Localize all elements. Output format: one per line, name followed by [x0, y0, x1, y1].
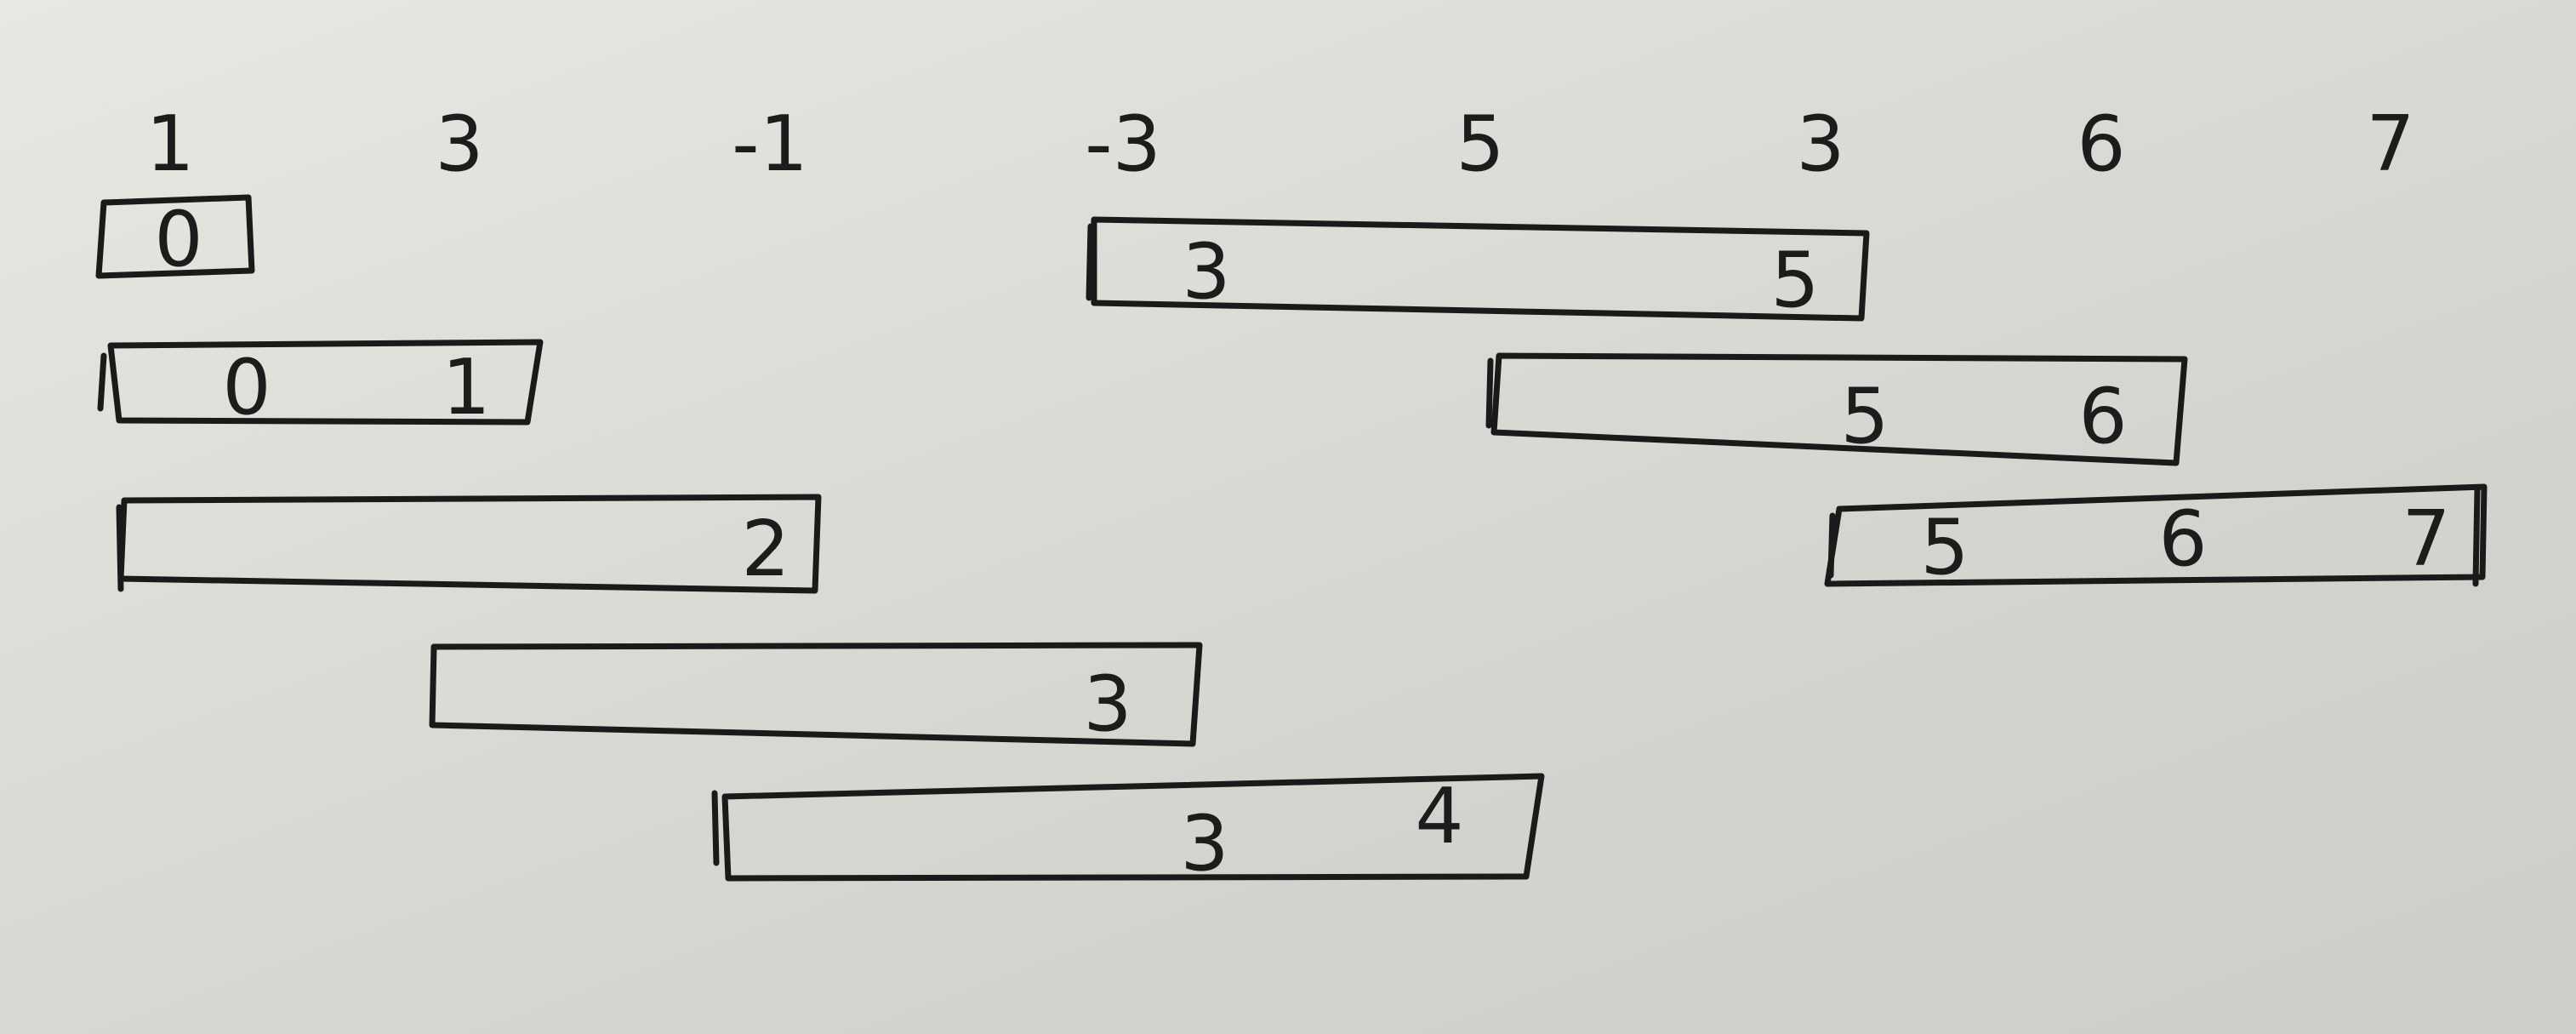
array-value: 3 — [435, 100, 483, 189]
window-index: 6 — [2158, 494, 2207, 584]
window-index: 3 — [1180, 799, 1228, 888]
array-value: 7 — [2366, 100, 2414, 189]
window-outline — [721, 773, 1545, 882]
array-value: 6 — [2077, 100, 2125, 189]
window-index: 4 — [1415, 772, 1463, 861]
window-box: 3 5 — [1086, 216, 1870, 325]
window-tick — [116, 504, 124, 592]
array-value: -3 — [1085, 100, 1161, 189]
window-tick — [1086, 223, 1094, 301]
window-outline — [107, 339, 544, 426]
array-values-row: 1 3 -1 -3 5 3 6 7 — [145, 100, 2414, 189]
window-index: 7 — [2402, 494, 2450, 584]
window-outline — [429, 642, 1203, 747]
window-tick — [1827, 512, 1836, 579]
window-outline — [117, 494, 822, 594]
array-value: 1 — [145, 100, 194, 189]
window-index: 2 — [741, 505, 789, 594]
window-box: 2 — [116, 494, 822, 594]
window-box: 5 6 — [1485, 352, 2188, 466]
array-value: 3 — [1796, 100, 1844, 189]
window-outline — [1091, 216, 1870, 322]
window-tick — [2472, 485, 2481, 587]
window-index: 5 — [1770, 236, 1819, 325]
window-box: 3 4 — [711, 772, 1545, 888]
window-index: 3 — [1083, 660, 1131, 749]
window-outline — [1490, 352, 2188, 466]
window-box: 0 — [95, 194, 255, 284]
array-value: 5 — [1456, 100, 1504, 189]
window-index: 3 — [1182, 227, 1230, 317]
window-tick — [97, 352, 107, 412]
window-tick — [711, 790, 720, 866]
window-index: 5 — [1920, 503, 1969, 592]
window-box: 5 6 7 — [1824, 483, 2488, 592]
window-box: 3 — [429, 642, 1203, 749]
window-outline — [95, 194, 255, 279]
window-index: 6 — [2078, 372, 2127, 461]
window-tick — [1485, 357, 1494, 429]
array-value: -1 — [732, 100, 808, 189]
window-index: 1 — [442, 343, 490, 432]
window-box: 0 1 — [97, 339, 544, 432]
window-index: 5 — [1840, 372, 1889, 461]
window-index: 0 — [154, 195, 202, 284]
window-index: 0 — [222, 343, 271, 432]
